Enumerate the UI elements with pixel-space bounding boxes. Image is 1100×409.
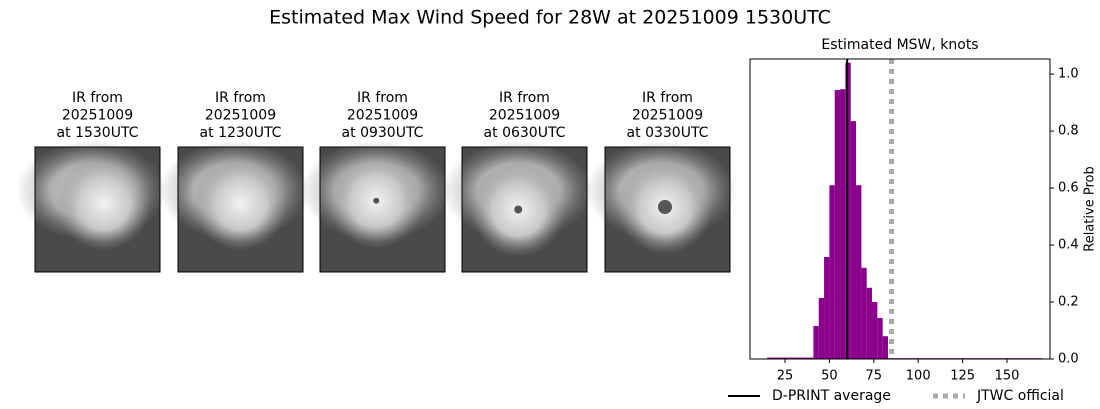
y-tick-label: 0.8 <box>1058 124 1079 139</box>
bar <box>840 89 846 359</box>
bar <box>818 298 825 359</box>
bar <box>882 336 889 359</box>
panel-label: IR from <box>215 90 266 106</box>
chart-title: Estimated MSW, knots <box>821 37 978 53</box>
legend-label: JTWC official <box>976 388 1064 404</box>
y-tick-label: 0.6 <box>1058 181 1079 196</box>
storm-eye <box>373 197 380 204</box>
panel-label: 20251009 <box>347 108 418 124</box>
image-frame <box>461 146 588 273</box>
panel-label: 20251009 <box>489 108 560 124</box>
image-frame <box>177 146 304 273</box>
legend-label: D-PRINT average <box>772 388 891 404</box>
panel-label: at 0930UTC <box>342 125 424 141</box>
figure-title: Estimated Max Wind Speed for 28W at 2025… <box>269 7 831 29</box>
x-tick-label: 25 <box>777 369 794 384</box>
storm-eye <box>514 205 523 214</box>
bar <box>829 185 835 359</box>
image-frame <box>34 146 161 273</box>
bar <box>877 317 883 359</box>
panel-label: at 1530UTC <box>57 125 139 141</box>
bar <box>872 302 878 359</box>
panel-label: IR from <box>72 90 123 106</box>
panel-label: IR from <box>357 90 408 106</box>
panel-label: IR from <box>499 90 550 106</box>
panel-label: 20251009 <box>205 108 276 124</box>
y-tick-label: 0.0 <box>1058 352 1079 367</box>
x-tick-label: 50 <box>821 369 838 384</box>
bar <box>824 257 830 359</box>
x-tick-label: 75 <box>866 369 883 384</box>
x-tick-label: 100 <box>906 369 931 384</box>
bar <box>813 325 819 359</box>
image-frame <box>604 146 731 273</box>
panel-label: 20251009 <box>62 108 133 124</box>
bar <box>856 185 862 359</box>
x-tick-label: 150 <box>995 369 1020 384</box>
plot-frame <box>749 58 1051 360</box>
bar <box>866 287 873 359</box>
panel-label: at 1230UTC <box>200 125 282 141</box>
panel-label: at 0630UTC <box>484 125 566 141</box>
storm-core <box>56 155 152 251</box>
panel-label: IR from <box>642 90 693 106</box>
x-tick-label: 125 <box>950 369 975 384</box>
y-tick-label: 0.2 <box>1058 295 1079 310</box>
y-tick-label: 1.0 <box>1058 67 1079 82</box>
storm-core <box>193 155 288 251</box>
bar <box>767 357 814 359</box>
y-tick-label: 0.4 <box>1058 238 1079 253</box>
bar <box>850 121 857 359</box>
panel-label: at 0330UTC <box>627 125 709 141</box>
panel-label: 20251009 <box>632 108 703 124</box>
y-axis-label: Relative Prob <box>1083 166 1098 251</box>
image-frame <box>319 146 446 273</box>
bar <box>861 267 867 359</box>
storm-eye <box>658 200 672 214</box>
bar <box>834 90 841 359</box>
